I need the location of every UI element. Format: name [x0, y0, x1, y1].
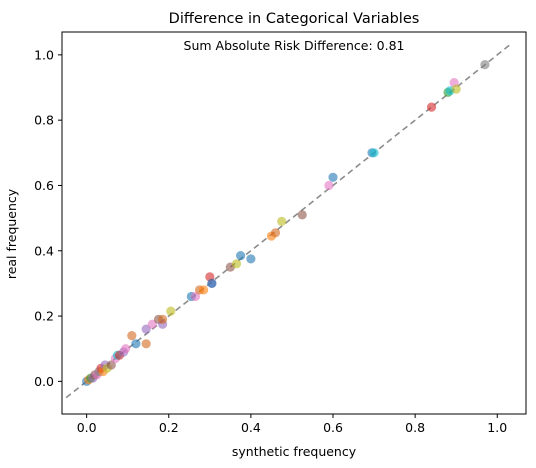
identity-reference-line [65, 44, 511, 399]
data-point [141, 324, 151, 334]
x-tick-label: 0.2 [159, 420, 179, 435]
plot-frame [61, 31, 527, 415]
data-point [236, 251, 246, 261]
data-point [369, 148, 379, 158]
data-point [324, 180, 334, 191]
plot-area: 0.0 0.2 0.4 0.6 0.8 1.0 0.0 0.2 0.4 0.6 0.8 1.0 Sum … [34, 31, 527, 435]
data-point [166, 306, 176, 316]
data-point [246, 254, 256, 264]
data-point [270, 228, 281, 238]
y-tick-label: 0.2 [34, 309, 54, 324]
data-point [328, 172, 338, 182]
y-axis-label: real frequency [4, 188, 19, 279]
y-tick-label: 0.4 [34, 243, 54, 258]
x-tick-label: 0.4 [241, 420, 261, 435]
x-axis-label: synthetic frequency [232, 444, 357, 459]
data-point [131, 339, 141, 349]
x-tick-label: 0.0 [77, 420, 97, 435]
risk-difference-annotation: Sum Absolute Risk Difference: 0.81 [184, 38, 405, 53]
y-tick-label: 0.6 [34, 178, 54, 193]
data-point [451, 84, 461, 94]
data-point [426, 102, 437, 112]
x-tick-label: 1.0 [487, 420, 507, 435]
data-point [158, 314, 168, 324]
data-point [121, 344, 131, 354]
data-point [277, 216, 287, 226]
data-point [199, 285, 209, 295]
data-point [480, 60, 490, 70]
y-tick-label: 1.0 [34, 47, 54, 62]
chart-title: Difference in Categorical Variables [169, 11, 420, 27]
data-point [141, 339, 151, 349]
y-tick-label: 0.0 [34, 374, 54, 389]
data-point [147, 319, 157, 329]
data-point [127, 331, 137, 341]
data-point [231, 259, 242, 269]
x-tick-label: 0.6 [323, 420, 343, 435]
x-tick-label: 0.8 [405, 420, 425, 435]
data-point [207, 278, 217, 289]
data-point [297, 210, 307, 220]
y-tick-label: 0.8 [34, 113, 54, 128]
